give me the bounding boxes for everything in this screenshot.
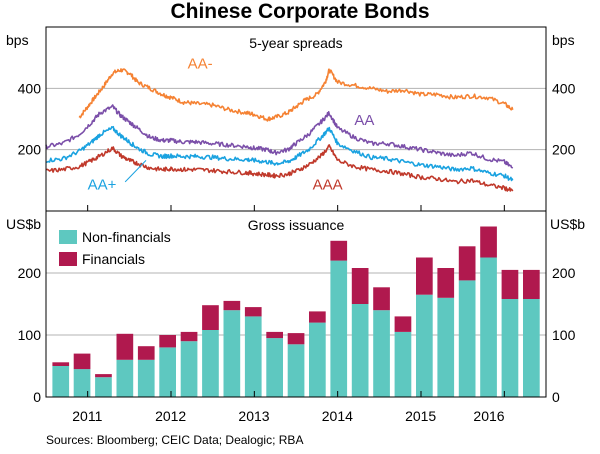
series-label: AA+ <box>88 177 117 194</box>
bar-non-financials-2011Q2 <box>116 359 134 397</box>
bar-financials-2015Q2 <box>458 246 476 281</box>
series-label: AAA <box>313 177 343 194</box>
bar-financials-2011Q1 <box>95 374 112 378</box>
legend-swatch-financials <box>59 252 77 266</box>
bar-financials-2015Q4 <box>501 269 519 299</box>
spreads-ytick-left: 200 <box>18 142 42 158</box>
bar-financials-2013Q4 <box>330 240 348 261</box>
legend-label-non-financials: Non-financials <box>82 229 171 245</box>
spreads-ytick-right: 200 <box>552 142 576 158</box>
issuance-legend: Non-financials Financials <box>59 229 171 267</box>
bar-non-financials-2013Q3 <box>309 322 326 397</box>
issuance-ytick-left: 200 <box>18 265 42 281</box>
bar-financials-2013Q2 <box>287 333 305 345</box>
bar-financials-2014Q1 <box>351 268 369 304</box>
x-label-2012: 2012 <box>155 408 186 424</box>
bar-non-financials-2015Q1 <box>437 297 455 397</box>
issuance-ytick-right: 200 <box>552 265 576 281</box>
aa-plus-pointer <box>124 160 147 183</box>
issuance-right-unit: US$b <box>550 216 585 232</box>
bar-non-financials-2015Q3 <box>480 257 497 397</box>
bar-non-financials-2010Q3 <box>52 366 70 397</box>
bar-non-financials-2015Q4 <box>501 299 519 397</box>
series-line-aa-minus <box>78 68 514 122</box>
bar-non-financials-2013Q1 <box>266 338 283 397</box>
bar-financials-2014Q4 <box>416 257 433 295</box>
bar-financials-2011Q4 <box>159 335 176 348</box>
bar-non-financials-2013Q2 <box>287 344 305 397</box>
bar-non-financials-2014Q2 <box>373 310 390 397</box>
issuance-panel-title: Gross issuance <box>248 217 345 233</box>
bar-financials-2012Q1 <box>180 331 198 342</box>
issuance-ytick-right: 0 <box>552 389 560 405</box>
x-label-2015: 2015 <box>405 408 436 424</box>
issuance-ytick-left: 100 <box>18 327 42 343</box>
spreads-series-labels: AA- AA AA+ AAA <box>88 55 375 193</box>
legend-label-financials: Financials <box>82 251 145 267</box>
bar-non-financials-2012Q2 <box>202 330 219 397</box>
bar-financials-2013Q3 <box>309 311 326 323</box>
legend-swatch-non-financials <box>59 230 77 244</box>
bar-financials-2013Q1 <box>266 331 283 339</box>
bar-financials-2016Q1 <box>523 269 540 299</box>
series-line-aa <box>45 104 514 169</box>
bar-financials-2014Q2 <box>373 287 390 311</box>
spreads-gridlines <box>46 87 546 151</box>
issuance-frame <box>45 210 547 398</box>
bar-non-financials-2014Q4 <box>416 294 433 397</box>
bar-non-financials-2014Q1 <box>351 304 369 397</box>
series-label: AA- <box>188 55 213 72</box>
spreads-ytick-right: 400 <box>552 80 576 96</box>
spreads-ytick-left: 400 <box>18 80 42 96</box>
bar-financials-2011Q3 <box>137 346 155 360</box>
bar-non-financials-2014Q3 <box>394 331 412 397</box>
spreads-frame <box>45 26 547 212</box>
bar-financials-2011Q2 <box>116 333 134 360</box>
bar-non-financials-2011Q4 <box>159 347 176 397</box>
bar-non-financials-2012Q4 <box>244 316 262 397</box>
x-axis-ticks <box>87 205 505 397</box>
spreads-lines <box>45 68 514 192</box>
series-line-aaa <box>45 144 514 192</box>
bar-financials-2015Q3 <box>480 226 497 258</box>
issuance-ytick-right: 100 <box>552 327 576 343</box>
bar-non-financials-2013Q4 <box>330 260 348 397</box>
bar-non-financials-2011Q1 <box>95 377 112 397</box>
bar-financials-2012Q2 <box>202 305 219 330</box>
spreads-panel-title: 5-year spreads <box>249 35 342 51</box>
bar-financials-2014Q3 <box>394 316 412 332</box>
chart-title: Chinese Corporate Bonds <box>170 0 429 23</box>
bar-financials-2010Q3 <box>52 362 70 366</box>
x-label-2014: 2014 <box>322 408 353 424</box>
x-axis-labels: 2011 2012 2013 2014 2015 2016 <box>72 408 505 424</box>
source-note: Sources: Bloomberg; CEIC Data; Dealogic;… <box>46 433 303 447</box>
bar-non-financials-2012Q1 <box>180 341 198 397</box>
spreads-right-unit: bps <box>552 32 575 48</box>
bar-non-financials-2015Q2 <box>458 280 476 397</box>
bar-financials-2012Q4 <box>244 307 262 317</box>
spreads-y-ticks: 200 200 400 400 <box>18 80 576 157</box>
issuance-y-ticks: 0 0 100 100 200 200 <box>18 265 576 405</box>
x-label-2016: 2016 <box>473 408 504 424</box>
issuance-bars <box>52 226 540 397</box>
series-line-aa-minusplus <box>45 125 514 182</box>
series-label: AA <box>354 112 374 129</box>
bar-non-financials-2010Q4 <box>73 369 91 397</box>
bar-financials-2015Q1 <box>437 268 455 298</box>
spreads-left-unit: bps <box>6 32 29 48</box>
x-label-2011: 2011 <box>72 408 102 424</box>
bar-non-financials-2012Q3 <box>223 310 241 397</box>
bar-non-financials-2011Q3 <box>137 359 155 397</box>
bar-financials-2012Q3 <box>223 300 241 311</box>
bar-financials-2010Q4 <box>73 353 91 370</box>
issuance-ytick-left: 0 <box>33 389 41 405</box>
x-label-2013: 2013 <box>238 408 269 424</box>
bar-non-financials-2016Q1 <box>523 299 540 397</box>
issuance-left-unit: US$b <box>6 216 41 232</box>
